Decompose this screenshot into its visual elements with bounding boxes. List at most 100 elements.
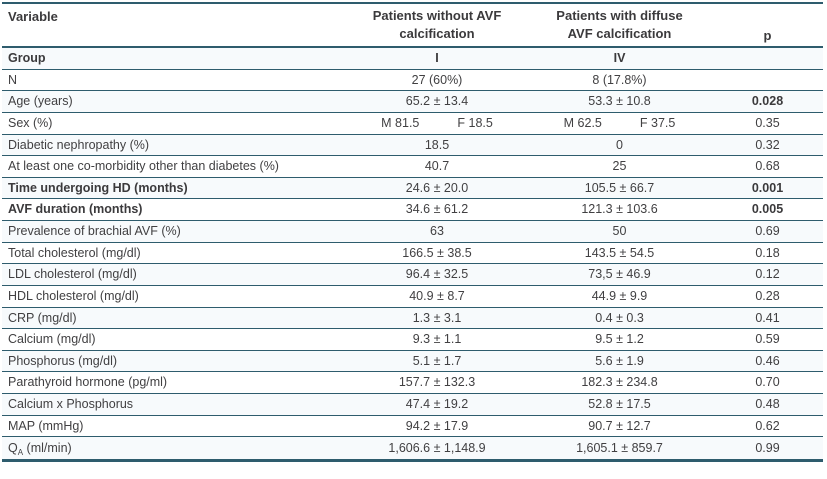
table-row: Calcium (mg/dl) 9.3 ± 1.1 9.5 ± 1.2 0.59 bbox=[2, 329, 823, 351]
p-value: 0.32 bbox=[755, 137, 780, 152]
table-row: QA (ml/min) 1,606.6 ± 1,148.9 1,605.1 ± 85… bbox=[2, 437, 823, 459]
row-label: Sex (%) bbox=[8, 115, 53, 130]
p-value: 0.62 bbox=[755, 418, 780, 433]
value-group-4: 52.8 ± 17.5 bbox=[588, 397, 651, 412]
table-header-row: Variable Patients without AVF calcificat… bbox=[2, 4, 823, 48]
row-label: AVF duration (months) bbox=[8, 202, 143, 217]
row-label: Parathyroid hormone (pg/ml) bbox=[8, 375, 168, 390]
p-value: 0.99 bbox=[755, 440, 780, 455]
header-variable: Variable bbox=[2, 4, 347, 46]
header-p-value: p bbox=[712, 4, 823, 46]
p-value: 0.35 bbox=[755, 115, 780, 130]
header-p-label: p bbox=[763, 28, 772, 43]
p-value: 0.59 bbox=[755, 332, 780, 347]
table-row: Time undergoing HD (months) 24.6 ± 20.0 10… bbox=[2, 177, 823, 200]
value-group-4: 121.3 ± 103.6 bbox=[581, 202, 658, 217]
value-group-4: 73,5 ± 46.9 bbox=[588, 267, 651, 282]
header-col3-line1: Patients with diffuse bbox=[556, 8, 683, 23]
table-body: Group I IV N 27 (60%) 8 (17.8%) Age (years) 65.… bbox=[2, 48, 823, 459]
p-value: 0.28 bbox=[755, 288, 780, 303]
cell-value-part: F 37.5 bbox=[639, 115, 676, 130]
value-group-1: 65.2 ± 13.4 bbox=[405, 94, 469, 109]
p-value: 0.68 bbox=[755, 159, 780, 174]
row-label: CRP (mg/dl) bbox=[8, 310, 77, 325]
header-patients-with-diffuse: Patients with diffuse AVF calcification bbox=[527, 4, 712, 46]
row-label: MAP (mmHg) bbox=[8, 418, 84, 433]
row-label: LDL cholesterol (mg/dl) bbox=[8, 267, 137, 282]
table-row: Parathyroid hormone (pg/ml) 157.7 ± 132.3… bbox=[2, 372, 823, 394]
p-value: 0.005 bbox=[751, 202, 784, 217]
value-group-1: 47.4 ± 19.2 bbox=[405, 397, 469, 412]
value-group-1: 9.3 ± 1.1 bbox=[412, 332, 462, 347]
table-row: Total cholesterol (mg/dl) 166.5 ± 38.5 143… bbox=[2, 243, 823, 265]
value-group-1: 157.7 ± 132.3 bbox=[398, 375, 476, 390]
row-label: N bbox=[8, 72, 18, 87]
value-group-1: 63 bbox=[430, 224, 444, 239]
value-group-4: 25 bbox=[612, 159, 627, 174]
table-row: At least one co-morbidity other than dia… bbox=[2, 156, 823, 178]
row-label: Prevalence of brachial AVF (%) bbox=[8, 224, 181, 239]
value-group-4: 44.9 ± 9.9 bbox=[591, 288, 648, 303]
p-value: 0.46 bbox=[755, 353, 780, 368]
header-col2-line2: calcification bbox=[399, 26, 475, 41]
value-group-1: I bbox=[435, 51, 439, 66]
value-group-1: 18.5 bbox=[424, 137, 450, 152]
value-group-4: 9.5 ± 1.2 bbox=[595, 332, 644, 347]
value-group-4: 53.3 ± 10.8 bbox=[588, 94, 651, 109]
p-value: 0.18 bbox=[755, 245, 780, 260]
header-variable-label: Variable bbox=[8, 9, 58, 24]
table-row: Diabetic nephropathy (%) 18.5 0 0.32 bbox=[2, 134, 823, 157]
value-group-4: 105.5 ± 66.7 bbox=[584, 180, 655, 195]
table-row: HDL cholesterol (mg/dl) 40.9 ± 8.7 44.9 ± … bbox=[2, 286, 823, 308]
value-group-1: 27 (60%) bbox=[411, 72, 463, 87]
cell-value-part: M 62.5 bbox=[563, 115, 602, 130]
value-group-1: 94.2 ± 17.9 bbox=[405, 418, 469, 433]
value-group-1: M 81.5 F 18.5 bbox=[347, 117, 527, 130]
header-col3-line2: AVF calcification bbox=[567, 26, 672, 41]
p-value: 0.12 bbox=[755, 267, 780, 282]
cell-value-part: F 18.5 bbox=[457, 115, 493, 130]
value-group-4: 8 (17.8%) bbox=[592, 72, 647, 87]
value-group-1: 96.4 ± 32.5 bbox=[405, 267, 469, 282]
p-value: 0.69 bbox=[755, 224, 780, 239]
value-group-4: 182.3 ± 234.8 bbox=[581, 375, 658, 390]
row-label: Time undergoing HD (months) bbox=[8, 180, 188, 195]
row-label: Calcium (mg/dl) bbox=[8, 332, 96, 347]
row-label: Calcium x Phosphorus bbox=[8, 397, 134, 412]
value-group-4: 0.4 ± 0.3 bbox=[595, 310, 644, 325]
value-group-4: 1,605.1 ± 859.7 bbox=[576, 440, 663, 455]
value-group-4: 0 bbox=[616, 137, 623, 152]
table-row: LDL cholesterol (mg/dl) 96.4 ± 32.5 73,5 ±… bbox=[2, 264, 823, 286]
value-group-4: IV bbox=[613, 51, 626, 66]
row-label: At least one co-morbidity other than dia… bbox=[8, 159, 279, 174]
value-group-1: 1,606.6 ± 1,148.9 bbox=[388, 440, 486, 455]
value-group-1: 166.5 ± 38.5 bbox=[402, 245, 472, 260]
table-row: Group I IV bbox=[2, 48, 823, 70]
table-row: Phosphorus (mg/dl) 5.1 ± 1.7 5.6 ± 1.9 0.46 bbox=[2, 350, 823, 373]
table-row: N 27 (60%) 8 (17.8%) bbox=[2, 70, 823, 92]
row-label: HDL cholesterol (mg/dl) bbox=[8, 288, 139, 303]
p-value: 0.41 bbox=[755, 310, 780, 325]
row-label: Total cholesterol (mg/dl) bbox=[8, 245, 141, 260]
table-row: Prevalence of brachial AVF (%) 63 50 0.69 bbox=[2, 221, 823, 243]
row-label: Diabetic nephropathy (%) bbox=[8, 137, 150, 152]
table-row: CRP (mg/dl) 1.3 ± 3.1 0.4 ± 0.3 0.41 bbox=[2, 307, 823, 330]
row-label: Group bbox=[8, 51, 46, 66]
value-group-4: M 62.5 F 37.5 bbox=[527, 117, 712, 130]
value-group-1: 40.7 bbox=[424, 159, 450, 174]
row-label: Age (years) bbox=[8, 94, 73, 109]
header-col2-line1: Patients without AVF bbox=[372, 8, 502, 23]
cell-value-part: M 81.5 bbox=[381, 115, 420, 130]
value-group-1: 40.9 ± 8.7 bbox=[409, 288, 465, 303]
table-row: AVF duration (months) 34.6 ± 61.2 121.3 ± … bbox=[2, 199, 823, 221]
value-group-4: 143.5 ± 54.5 bbox=[584, 245, 655, 260]
p-value: 0.48 bbox=[755, 397, 780, 412]
value-group-1: 24.6 ± 20.0 bbox=[405, 180, 469, 195]
value-group-1: 1.3 ± 3.1 bbox=[412, 310, 462, 325]
table-row: Calcium x Phosphorus 47.4 ± 19.2 52.8 ± 17… bbox=[2, 394, 823, 416]
p-value: 0.70 bbox=[755, 375, 780, 390]
p-value: 0.028 bbox=[751, 94, 784, 109]
row-label: QA (ml/min) bbox=[8, 440, 72, 457]
row-label: Phosphorus (mg/dl) bbox=[8, 353, 118, 368]
table-row: Age (years) 65.2 ± 13.4 53.3 ± 10.8 0.028 bbox=[2, 91, 823, 113]
